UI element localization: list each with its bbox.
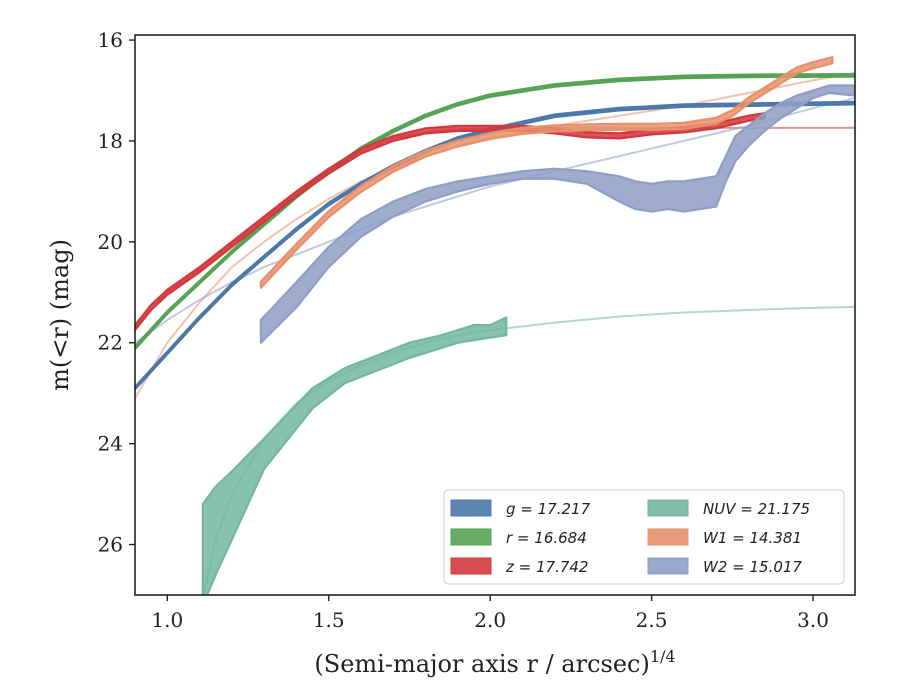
y-axis-title: m(<r) (mag) [46, 239, 74, 391]
series-band [259, 84, 855, 344]
legend-swatch [647, 499, 689, 517]
legend-swatch [450, 557, 492, 575]
model-curve [135, 97, 855, 344]
y-axis: 16 18 20 22 24 26 [98, 28, 135, 557]
y-tick-label: 16 [98, 28, 123, 52]
y-tick-label: 22 [98, 331, 123, 355]
y-tick-label: 24 [98, 432, 123, 456]
legend-swatch [450, 528, 492, 546]
series-band [201, 316, 508, 595]
series-band [259, 56, 834, 289]
x-axis-title-superscript: 1/4 [650, 647, 676, 666]
series-band [135, 100, 855, 391]
y-tick-label: 26 [98, 533, 123, 557]
legend-label: W2 = 15.017 [703, 558, 802, 576]
x-tick-label: 2.0 [474, 608, 506, 632]
legend-label: z = 17.742 [505, 558, 588, 576]
x-tick-label: 1.5 [313, 608, 345, 632]
x-tick-label: 2.5 [636, 608, 668, 632]
x-tick-label: 3.0 [797, 608, 829, 632]
legend-label: g = 17.217 [506, 500, 591, 518]
x-axis: 1.0 1.5 2.0 2.5 3.0 [151, 595, 829, 632]
legend-swatch [450, 499, 492, 517]
legend-label: W1 = 14.381 [703, 529, 802, 547]
y-tick-label: 18 [98, 129, 123, 153]
series-layer [135, 56, 855, 595]
legend: g = 17.217 r = 16.684 z = 17.742 NUV = 21.1… [443, 489, 845, 585]
legend-swatch [647, 557, 689, 575]
legend-swatch [647, 528, 689, 546]
legend-label: r = 16.684 [506, 529, 587, 547]
y-tick-label: 20 [98, 230, 123, 254]
plot-frame [134, 34, 856, 596]
x-tick-label: 1.0 [151, 608, 183, 632]
legend-label: NUV = 21.175 [703, 500, 810, 518]
legend-box [443, 489, 845, 585]
x-axis-title: (Semi-major axis r / arcsec)1/4 [314, 647, 675, 678]
model-curve [135, 126, 855, 329]
